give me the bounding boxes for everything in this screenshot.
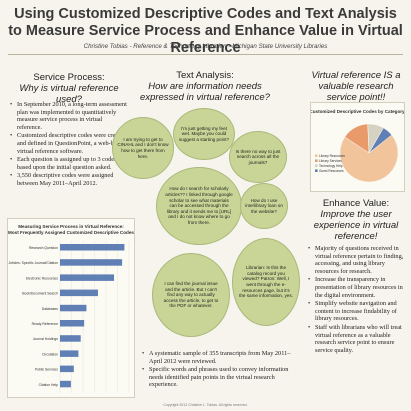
title-line-2: to Measure Service Process and Enhance V… xyxy=(8,23,403,56)
pie-chart-panel: Customized Descriptive Codes by Category… xyxy=(309,102,405,192)
legend-swatch xyxy=(315,154,318,157)
bar-category-label: Electronic Resources xyxy=(26,276,58,280)
bar-category-label: Articles: Specific Journal/Citation xyxy=(9,261,58,265)
left-bullet-list: In September 2010, a long-term assessmen… xyxy=(10,101,128,189)
right-bullet-list: Majority of questions received in virtua… xyxy=(308,245,406,355)
bar xyxy=(60,259,123,266)
list-item: In September 2010, a long-term assessmen… xyxy=(10,101,128,131)
middle-column-heading: Text Analysis: How are information needs… xyxy=(140,70,270,103)
service-process-subheading: Why is virtual reference used? xyxy=(19,83,119,105)
quote-bubble: How do I search for scholarly articles??… xyxy=(156,167,242,245)
left-column-heading: Service Process: Why is virtual referenc… xyxy=(8,72,130,105)
quote-bubble: Is there no way to just search across al… xyxy=(229,131,287,183)
bar xyxy=(60,244,125,251)
middle-bullet-list: A systematic sample of 355 transcripts f… xyxy=(142,350,302,390)
bar-chart-panel: Measuring Service Process in Virtual Ref… xyxy=(7,218,135,398)
copyright-footer: Copyright 2012 Christine L. Tobias. All … xyxy=(163,403,248,407)
list-item: Staff with librarians who will treat vir… xyxy=(308,324,406,354)
header-divider xyxy=(8,54,403,55)
bar xyxy=(60,320,85,327)
list-item: Increase the transparency in presentatio… xyxy=(308,276,406,299)
bar-category-label: Journal Holdings xyxy=(33,337,59,341)
quote-bubble: How do I use interlibrary loan on the we… xyxy=(240,183,288,229)
bar-category-label: Public Services xyxy=(35,368,58,372)
bar xyxy=(60,380,71,388)
pie-slice xyxy=(339,134,399,183)
title-line-1: Using Customized Descriptive Codes and T… xyxy=(14,6,397,22)
list-item: Each question is assigned up to 3 codes … xyxy=(10,156,128,171)
author-byline: Christine Tobias - Reference & Technolog… xyxy=(83,43,328,50)
bar xyxy=(60,335,81,342)
bar-category-label: Book/Document Search xyxy=(22,292,58,296)
list-item: 3,550 descriptive codes were assigned be… xyxy=(10,172,128,187)
bar xyxy=(60,350,79,357)
right-column-heading: Virtual reference IS a valuable research… xyxy=(311,70,401,103)
pie-chart: Customized Descriptive Codes by Category… xyxy=(309,109,405,183)
legend-swatch xyxy=(315,169,318,172)
legend-label: Technology Help xyxy=(319,164,343,168)
poster-title: Using Customized Descriptive Codes and T… xyxy=(0,6,411,57)
legend-label: Library Resources xyxy=(319,154,345,158)
legend-swatch xyxy=(315,164,318,167)
bar-category-label: Databases xyxy=(42,307,59,311)
quote-bubble: Librarian: Is this the catalog record yo… xyxy=(232,238,300,326)
bar xyxy=(60,274,115,281)
bar-category-label: Circulation xyxy=(42,352,58,356)
list-item: Specific words and phrases used to conve… xyxy=(142,366,302,389)
service-process-heading: Service Process: xyxy=(33,72,105,83)
text-analysis-subheading: How are information needs expressed in v… xyxy=(140,81,270,103)
bar-chart-title-line-2: Most Frequently Assigned Customized Desc… xyxy=(8,230,134,235)
legend-label: Guest Resources xyxy=(319,169,344,173)
quote-bubble: I am trying to get to CINAHL and I don't… xyxy=(112,117,174,179)
enhance-value-heading: Enhance Value: xyxy=(322,198,390,209)
bar xyxy=(60,304,87,312)
list-item: Simplify website navigation and content … xyxy=(308,300,406,323)
list-item: A systematic sample of 355 transcripts f… xyxy=(142,350,302,365)
pie-chart-title: Customized Descriptive Codes by Category xyxy=(311,109,404,114)
legend-label: Library Services xyxy=(319,159,342,163)
bar xyxy=(60,289,98,297)
bar-chart: Measuring Service Process in Virtual Ref… xyxy=(8,224,134,393)
quote-bubble: I'm just getting my feet wet. Maybe you … xyxy=(173,108,235,160)
quote-bubble: I can find the journal issue and the art… xyxy=(152,253,230,337)
pie-slice xyxy=(368,127,393,154)
list-item: Customized descriptive codes were create… xyxy=(10,132,128,155)
bar-category-label: Citation Help xyxy=(39,383,59,387)
bar-chart-title-line-1: Measuring Service Process in Virtual Ref… xyxy=(18,224,124,229)
bar-category-label: Ready Reference xyxy=(32,322,59,326)
bar xyxy=(60,365,74,373)
text-analysis-heading: Text Analysis: xyxy=(176,70,234,81)
legend-swatch xyxy=(315,159,318,162)
list-item: Majority of questions received in virtua… xyxy=(308,245,406,275)
enhance-value-heading-block: Enhance Value: Improve the user experien… xyxy=(306,198,406,242)
enhance-value-subheading: Improve the user experience in virtual r… xyxy=(313,209,399,242)
bar-category-label: Research Question xyxy=(29,246,58,250)
